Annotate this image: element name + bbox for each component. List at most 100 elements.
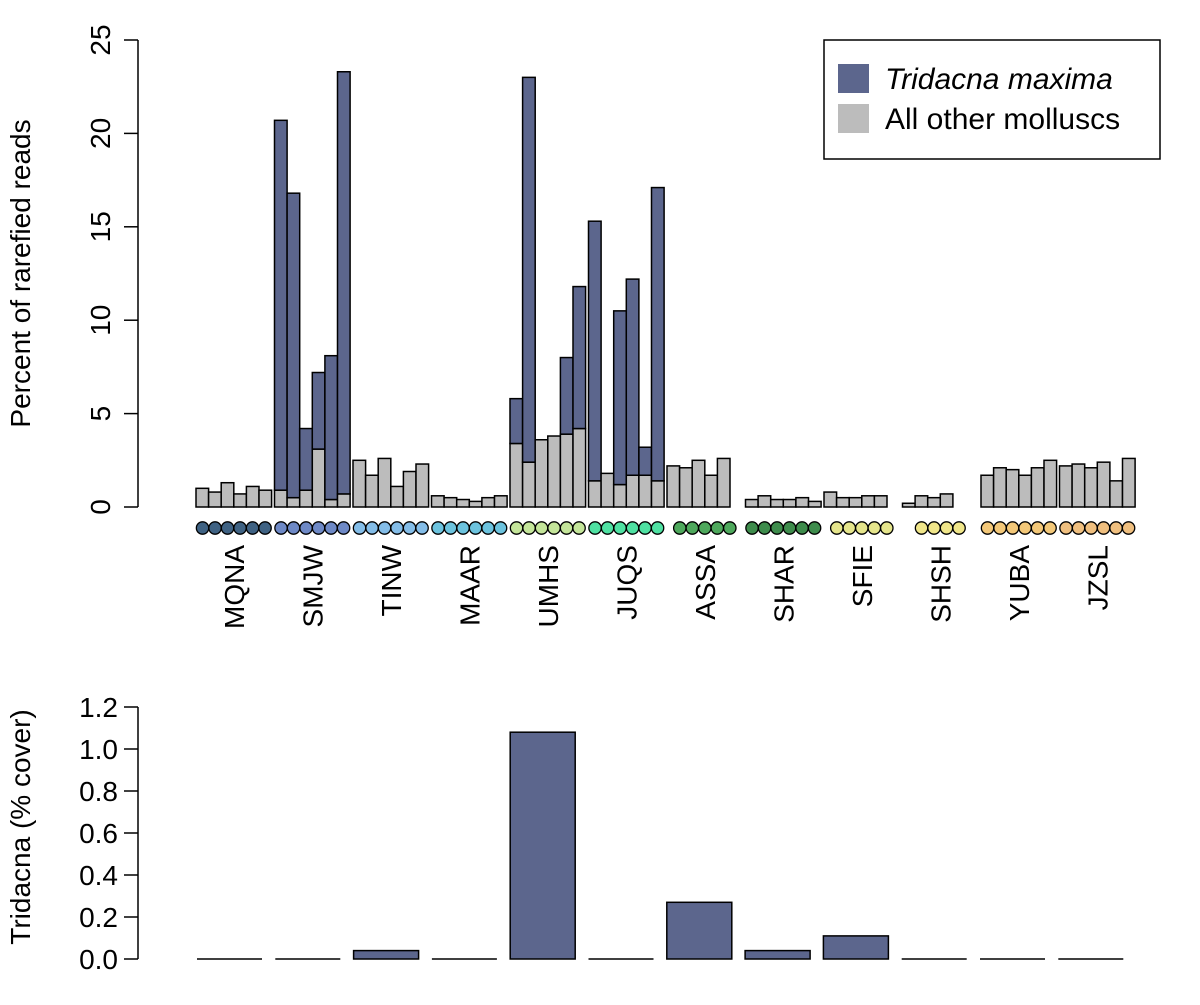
bar-tridacna-SMJW — [336, 71, 351, 495]
bar-tridacna-UMHS — [521, 76, 536, 463]
bar-other-UMHS — [547, 435, 562, 508]
site-dot-SMJW — [274, 521, 288, 535]
top-y-tick-label: 10 — [85, 305, 116, 336]
group-label-ASSA: ASSA — [690, 545, 721, 620]
site-dot-JZSL — [1084, 521, 1098, 535]
site-dot-JUQS — [600, 521, 615, 535]
site-dot-ASSA — [672, 521, 687, 535]
site-dot-UMHS — [509, 521, 524, 535]
bar-tridacna-SMJW — [286, 192, 301, 499]
site-dot-SHAR — [782, 521, 797, 535]
bottom-y-tick-label: 0.0 — [79, 944, 118, 975]
site-dot-ASSA — [697, 521, 712, 535]
bar-other-SMJW — [336, 493, 351, 508]
bar-other-SMJW — [298, 489, 314, 508]
bar-other-JZSL — [1071, 463, 1086, 508]
site-dot-MAAR — [456, 521, 470, 535]
site-dot-SMJW — [324, 521, 338, 535]
bar-other-TINW — [402, 470, 417, 508]
bar-other-MQNA — [207, 491, 222, 508]
legend-box — [823, 39, 1161, 160]
site-dot-SHSH — [927, 521, 941, 535]
bar-other-MAAR — [455, 498, 471, 508]
group-label-YUBA: YUBA — [1004, 545, 1035, 622]
bar-other-SHAR — [782, 498, 797, 508]
bar-other-SMJW — [273, 489, 288, 508]
site-dot-SHAR — [745, 521, 759, 535]
site-dot-SMJW — [299, 521, 313, 535]
bar-tridacna-JUQS — [638, 446, 653, 476]
bar-other-SMJW — [286, 496, 301, 508]
site-dot-TINW — [402, 521, 417, 535]
site-dot-TINW — [365, 521, 379, 535]
bottom-y-tick-label: 0.4 — [79, 860, 118, 891]
bar-other-MQNA — [195, 487, 210, 508]
bar-other-JZSL — [1096, 461, 1111, 508]
bottom-y-tick-label: 0.2 — [79, 902, 118, 933]
site-dot-JUQS — [638, 521, 652, 535]
site-dot-ASSA — [685, 521, 700, 535]
site-dot-SHAR — [770, 521, 784, 535]
bar-other-UMHS — [521, 461, 536, 508]
bar-other-JUQS — [612, 483, 628, 508]
bar-other-MAAR — [430, 495, 445, 508]
bar-other-JZSL — [1058, 465, 1073, 508]
site-dot-UMHS — [522, 521, 536, 535]
group-label-SFIE: SFIE — [847, 545, 878, 607]
bar-other-TINW — [390, 485, 405, 508]
site-dot-JZSL — [1109, 521, 1123, 535]
bar-other-MAAR — [493, 495, 508, 508]
bar-other-ASSA — [666, 465, 681, 508]
bar-tridacna-JUQS — [625, 278, 640, 476]
site-dot-TINW — [415, 521, 429, 535]
bar-other-MQNA — [258, 489, 273, 508]
bar-other-JUQS — [600, 472, 615, 508]
group-label-UMHS: UMHS — [533, 545, 564, 627]
bar-other-JUQS — [587, 480, 602, 508]
cover-bar-SFIE — [822, 935, 890, 960]
bar-tridacna-JUQS — [650, 186, 665, 482]
site-dot-SFIE — [879, 521, 894, 535]
bar-other-SFIE — [873, 495, 888, 508]
site-dot-JUQS — [625, 521, 640, 535]
cover-bar-ASSA — [666, 901, 733, 960]
legend-label: All other molluscs — [885, 103, 1120, 136]
bottom-y-tick-label: 1.0 — [79, 734, 118, 765]
bar-other-UMHS — [559, 433, 574, 508]
bar-other-SFIE — [823, 491, 838, 508]
cover-bar-SHAR — [744, 949, 811, 960]
site-dot-JUQS — [650, 521, 665, 535]
bar-other-YUBA — [1018, 474, 1033, 508]
site-dot-UMHS — [534, 521, 549, 535]
site-dot-MQNA — [220, 521, 235, 535]
site-dot-UMHS — [572, 521, 586, 535]
site-dot-JZSL — [1071, 521, 1086, 535]
group-label-SHSH: SHSH — [925, 545, 956, 623]
site-dot-JUQS — [613, 521, 627, 535]
site-dot-TINW — [377, 521, 392, 535]
bar-other-SHAR — [757, 495, 772, 508]
bar-other-YUBA — [992, 467, 1007, 508]
bar-other-JZSL — [1121, 457, 1136, 508]
site-dot-JZSL — [1121, 521, 1136, 535]
bar-tridacna-JUQS — [612, 310, 628, 486]
top-y-axis-title: Percent of rarefied reads — [5, 119, 36, 427]
bar-other-TINW — [415, 463, 430, 508]
group-label-JZSL: JZSL — [1082, 545, 1113, 610]
site-dot-TINW — [390, 521, 404, 535]
bar-other-SHAR — [807, 500, 822, 508]
site-dot-SHSH — [939, 521, 954, 535]
site-dot-SMJW — [336, 521, 351, 535]
bar-other-ASSA — [678, 467, 693, 508]
group-label-MAAR: MAAR — [454, 545, 485, 626]
top-y-tick-label: 20 — [85, 118, 116, 149]
top-y-tick-label: 5 — [85, 406, 116, 422]
bar-other-SMJW — [311, 448, 326, 508]
site-dot-MAAR — [468, 521, 483, 535]
top-y-tick-label: 0 — [85, 499, 116, 515]
bar-other-SFIE — [835, 496, 850, 508]
bar-tridacna-JUQS — [587, 220, 602, 482]
bar-tridacna-UMHS — [572, 285, 587, 430]
bar-other-UMHS — [572, 427, 587, 508]
